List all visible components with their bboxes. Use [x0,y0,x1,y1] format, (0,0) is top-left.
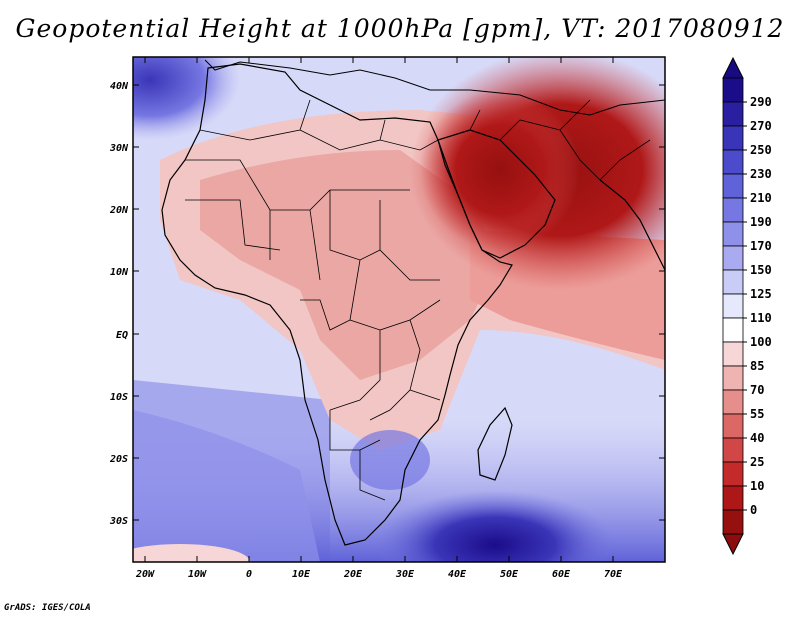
map-frame [132,56,666,563]
lon-tick-label: 20E [343,569,363,580]
colorbar-label: 210 [750,191,772,205]
field-low-arabia [420,90,580,250]
colorbar-label: 0 [750,503,757,517]
colorbar-swatch [722,317,744,343]
colorbar-label: 150 [750,263,772,277]
colorbar-label: 70 [750,383,764,397]
colorbar-swatch [722,293,744,319]
field-high-mediterranean [133,57,240,140]
colorbar-swatch [722,149,744,175]
grads-credit: GrADS: IGES/COLA [4,603,91,613]
lat-tick-label: 10S [110,392,128,403]
lat-tick-label: 10N [110,267,129,278]
colorbar-swatch [722,365,744,391]
colorbar-label: 290 [750,95,772,109]
lat-tick-label: 30N [109,143,129,154]
lat-tick-label: EQ [116,330,128,341]
colorbar-label: 100 [750,335,772,349]
colorbar-swatch [722,77,744,103]
colorbar-label: 25 [750,455,764,469]
colorbar-label: 110 [750,311,772,325]
colorbar-swatch [722,269,744,295]
lon-tick-label: 20W [135,569,155,580]
madagascar-coast [477,406,513,481]
colorbar-swatch [722,221,744,247]
lon-tick-label: 0 [246,569,252,580]
colorbar-label: 85 [750,359,764,373]
colorbar-swatch [722,437,744,463]
colorbar-bottom-arrow [722,533,744,556]
colorbar-label: 125 [750,287,772,301]
field-high-south-indian-ocean [375,490,615,562]
colorbar-label: 170 [750,239,772,253]
colorbar-swatch [722,461,744,487]
field-high-southern-africa [350,430,430,490]
lon-tick-label: 10W [188,569,207,580]
colorbar-swatch [722,173,744,199]
africa-coastline [161,63,513,546]
colorbar-label: 55 [750,407,764,421]
lat-tick-label: 40N [110,81,129,92]
lat-tick-label: 20N [109,205,129,216]
lat-tick-label: 30S [109,516,128,527]
colorbar-swatch [722,245,744,271]
colorbar-swatch [722,125,744,151]
colorbar-swatch [722,197,744,223]
colorbar-swatch [722,101,744,127]
colorbar-label: 10 [750,479,764,493]
colorbar: 2902702502302101901701501251101008570554… [722,56,772,556]
colorbar-swatch [722,341,744,367]
colorbar-swatch [722,509,744,535]
colorbar-label: 250 [750,143,772,157]
colorbar-label: 230 [750,167,772,181]
latitude-axis: 40N 30N 20N 10N EQ 10S 20S 30S [109,81,665,527]
lon-tick-label: 50E [500,569,519,580]
colorbar-swatch [722,485,744,511]
country-borders [185,99,651,501]
longitude-axis: 20W 10W 0 10E 20E 30E 40E 50E 60E 70E [135,57,623,580]
colorbar-swatch [722,413,744,439]
lon-tick-label: 10E [292,569,311,580]
map-title: Geopotential Height at 1000hPa [gpm], VT… [15,14,785,43]
lon-tick-label: 70E [604,569,623,580]
colorbar-top-arrow [722,56,744,79]
europe-asia-coast [204,59,665,116]
field-atlantic-blue-band [133,410,320,562]
lat-tick-label: 20S [109,454,128,465]
colorbar-label: 270 [750,119,772,133]
lon-tick-label: 30E [395,569,415,580]
lon-tick-label: 40E [448,569,467,580]
colorbar-swatch [722,389,744,415]
lon-tick-label: 60E [552,569,571,580]
india-coast [599,179,665,271]
colorbar-label: 40 [750,431,764,445]
map-panel [133,57,665,562]
field-high-southwest [133,544,250,562]
colorbar-label: 190 [750,215,772,229]
